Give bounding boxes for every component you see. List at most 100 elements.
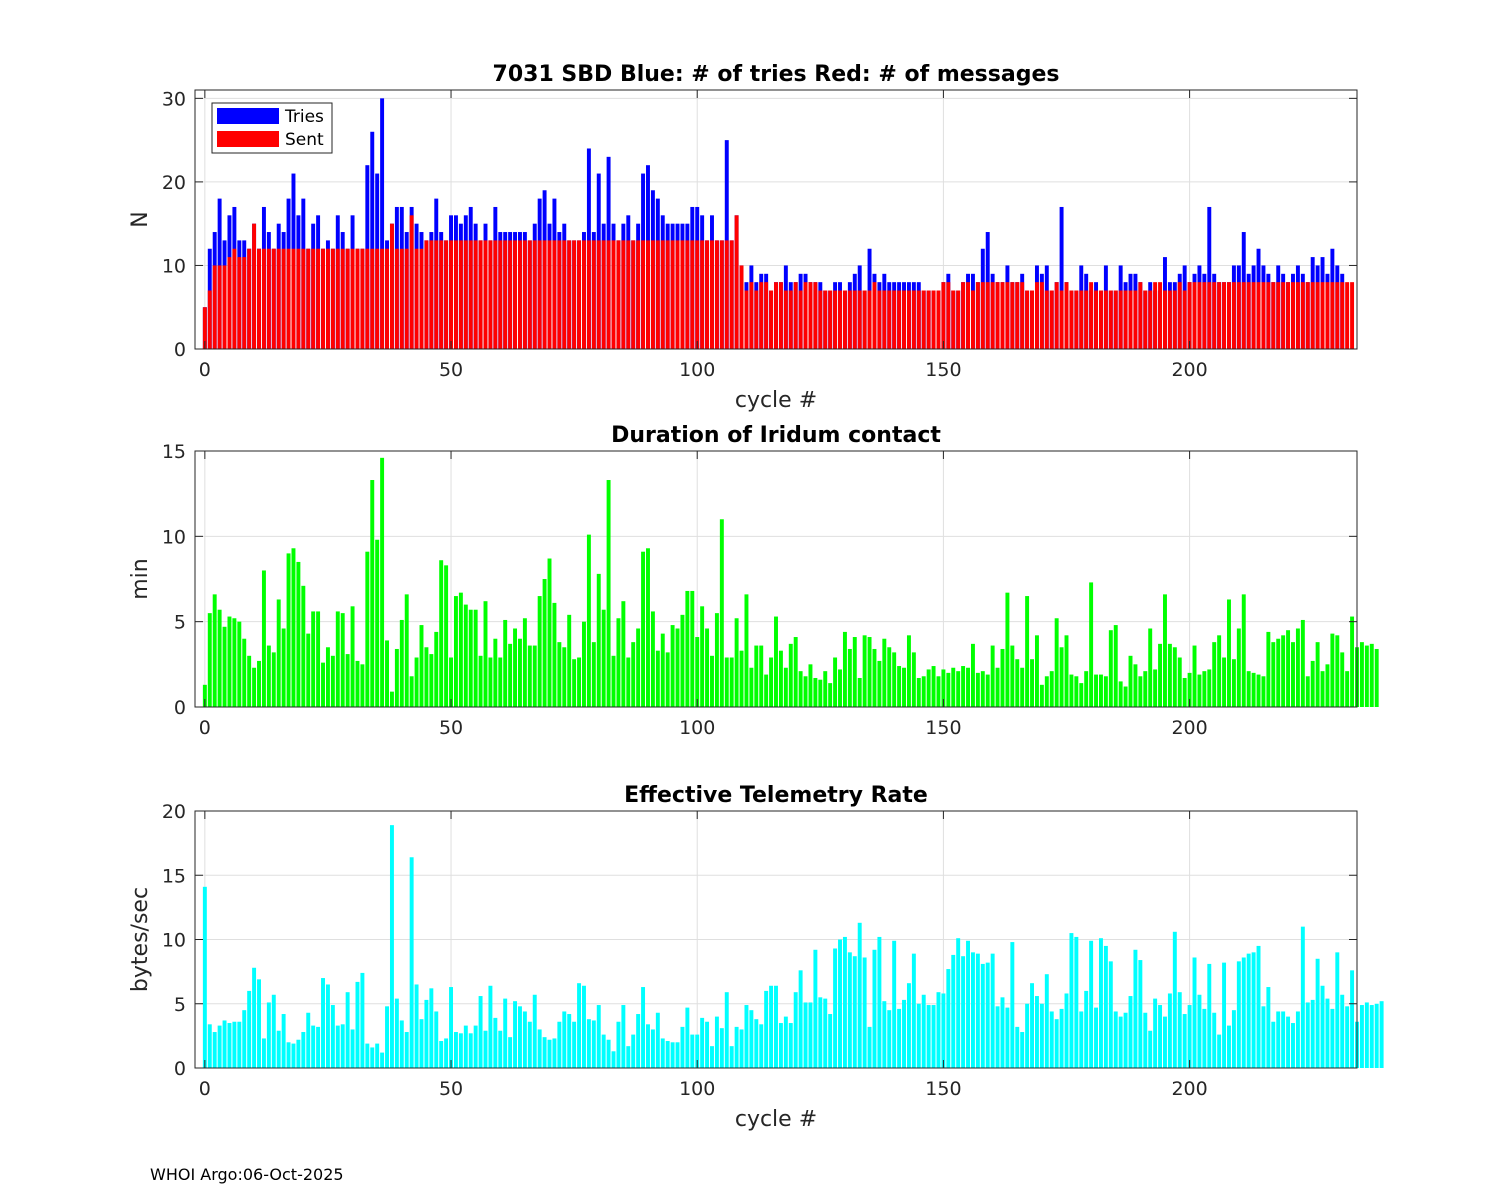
- bar: [1345, 1006, 1350, 1068]
- chart-duration: 0 50 100 150 200 0 5 10 15 Duration of Iridum con…: [128, 423, 1379, 739]
- bar: [857, 290, 862, 349]
- bar: [1207, 282, 1212, 349]
- bar: [1231, 1010, 1236, 1068]
- bar: [1153, 669, 1158, 707]
- bar: [1187, 282, 1192, 349]
- bar: [946, 969, 951, 1068]
- bar: [296, 561, 301, 707]
- bar: [375, 248, 380, 349]
- bar: [488, 657, 493, 707]
- bar: [1010, 942, 1015, 1068]
- bar: [1261, 282, 1266, 349]
- bar: [1084, 990, 1089, 1068]
- bar: [1241, 282, 1246, 349]
- bar: [788, 643, 793, 707]
- bar: [1103, 290, 1108, 349]
- bar: [739, 1029, 744, 1068]
- bar: [286, 553, 291, 707]
- bar: [316, 1026, 321, 1068]
- bar: [227, 616, 232, 707]
- bar: [1039, 1003, 1044, 1068]
- bar: [695, 240, 700, 349]
- bar: [966, 282, 970, 349]
- bar: [1000, 282, 1005, 349]
- bar: [1025, 1003, 1030, 1068]
- chart-sbd: 0 50 100 150 200 0 10 20 30 7031 SBD Blue: # of t…: [128, 62, 1358, 413]
- bar: [483, 240, 488, 349]
- bar: [513, 240, 518, 349]
- bar: [1369, 1005, 1374, 1068]
- bar: [325, 647, 330, 707]
- x-tick-label: 0: [199, 359, 211, 381]
- bar: [956, 938, 961, 1068]
- bar: [1251, 952, 1256, 1068]
- bar: [1315, 958, 1320, 1068]
- bar: [217, 265, 222, 349]
- bar: [222, 626, 227, 707]
- bar: [517, 240, 522, 349]
- bar: [970, 643, 975, 707]
- bar: [931, 290, 936, 349]
- bar: [1251, 672, 1256, 707]
- bar: [1295, 1011, 1300, 1068]
- bar: [468, 609, 473, 707]
- x-tick-label: 50: [439, 1078, 463, 1100]
- bar: [242, 257, 247, 349]
- bar: [980, 963, 985, 1068]
- bar: [1049, 290, 1054, 349]
- y-tick-label: 30: [162, 88, 186, 110]
- bar: [1005, 1007, 1010, 1068]
- axes-frame: [194, 450, 1358, 708]
- bar: [793, 637, 798, 707]
- bar: [1325, 664, 1330, 707]
- bar: [778, 282, 783, 349]
- bar: [1271, 1021, 1276, 1068]
- bar: [316, 611, 321, 707]
- x-axis-label: cycle #: [735, 1107, 817, 1132]
- bar: [951, 954, 956, 1068]
- bar: [980, 671, 985, 707]
- bar: [399, 248, 404, 349]
- bar: [1138, 282, 1143, 349]
- bar: [247, 990, 252, 1068]
- bar: [207, 613, 212, 707]
- bar: [813, 949, 818, 1068]
- bar: [577, 657, 582, 707]
- bar: [1286, 630, 1291, 707]
- bar: [257, 660, 261, 707]
- bar: [488, 240, 493, 349]
- bar: [705, 240, 710, 349]
- bar: [385, 248, 389, 349]
- bar: [577, 983, 582, 1068]
- bar: [685, 240, 690, 349]
- bar: [650, 240, 655, 349]
- bar: [1084, 671, 1089, 707]
- bar: [1089, 940, 1094, 1068]
- bar: [1098, 938, 1103, 1068]
- bar: [646, 240, 650, 349]
- bar: [1015, 659, 1020, 707]
- bar: [222, 265, 227, 349]
- bar: [695, 637, 700, 707]
- x-tick-label: 150: [925, 359, 961, 381]
- bar: [1158, 643, 1163, 707]
- bar: [1207, 669, 1212, 707]
- y-tick-label: 15: [162, 441, 186, 463]
- bar: [1281, 635, 1286, 707]
- bar: [1005, 282, 1010, 349]
- bar: [1310, 282, 1315, 349]
- bar: [291, 248, 296, 349]
- bar: [906, 635, 911, 707]
- bar: [1241, 957, 1246, 1068]
- bar: [650, 1029, 655, 1068]
- bar: [926, 290, 931, 349]
- bar: [872, 282, 877, 349]
- bar: [1069, 674, 1074, 707]
- bar: [670, 625, 675, 707]
- bar: [1325, 998, 1330, 1068]
- bar: [1256, 945, 1261, 1068]
- bar: [897, 290, 902, 349]
- legend: Tries Sent: [211, 102, 333, 154]
- bar: [1084, 290, 1089, 349]
- bar: [1163, 594, 1167, 707]
